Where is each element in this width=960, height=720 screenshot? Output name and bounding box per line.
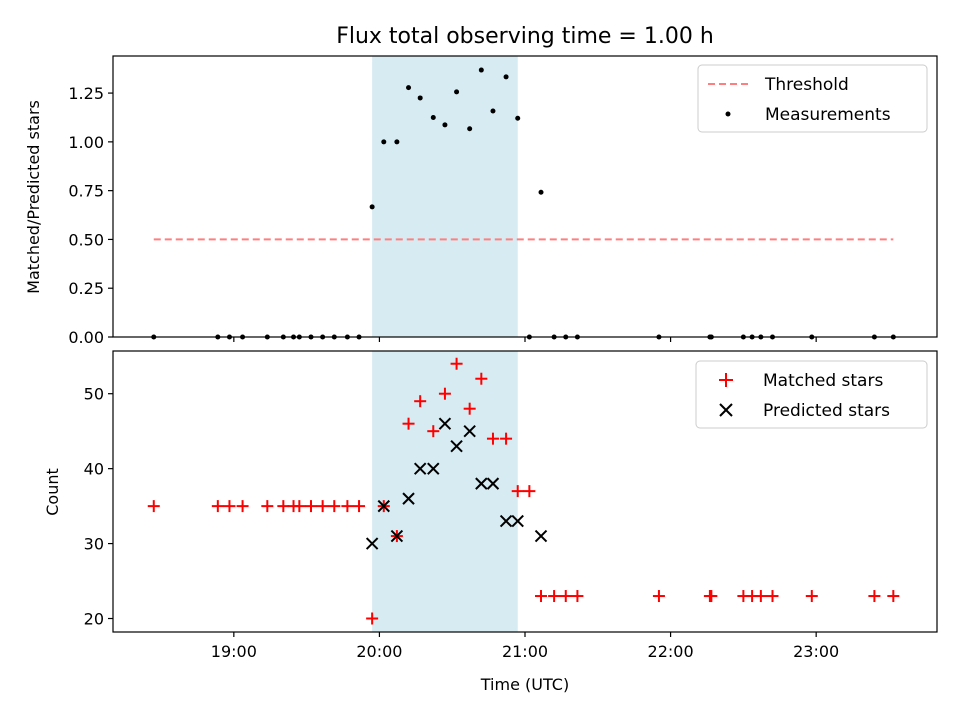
bottom-y-tick-label: 50 <box>84 385 104 404</box>
predicted-star-point <box>499 514 513 528</box>
matched-star-point <box>705 590 718 603</box>
measurement-point <box>490 108 496 114</box>
measurement-point <box>417 95 423 101</box>
measurement-point <box>430 114 436 120</box>
predicted-star-point <box>402 492 415 505</box>
bottom-y-axis-label: Count <box>43 468 62 516</box>
matched-star-point <box>402 417 415 430</box>
x-tick-label: 20:00 <box>356 642 402 661</box>
measurement-point <box>467 126 473 132</box>
x-tick-label: 21:00 <box>502 642 548 661</box>
top-y-tick-label: 1.00 <box>68 133 104 152</box>
matched-star-point <box>211 500 224 513</box>
top-y-axis-label: Matched/Predicted stars <box>24 100 43 294</box>
measurement-point <box>442 122 448 128</box>
matched-star-point <box>236 500 249 513</box>
bottom-legend-box <box>695 360 928 429</box>
matched-star-point <box>316 500 329 513</box>
legend-measurements-label: Measurements <box>765 105 891 125</box>
predicted-star-point <box>511 514 524 528</box>
matched-star-point <box>293 500 306 513</box>
chart-title: Flux total observing time = 1.00 h <box>336 24 714 49</box>
matched-star-point <box>463 402 476 415</box>
top-plot: 0.00 0.25 0.50 0.75 1.00 1.25 <box>68 55 938 347</box>
legend-predicted-swatch <box>719 403 733 417</box>
matched-star-point <box>341 500 354 513</box>
matched-star-point <box>353 500 366 513</box>
predicted-star-point <box>486 477 500 490</box>
measurement-point <box>538 189 544 195</box>
matched-star-point <box>805 590 818 603</box>
matched-star-point <box>754 590 767 603</box>
x-tick-label: 19:00 <box>211 642 257 661</box>
measurement-point <box>478 67 484 73</box>
measurement-point <box>454 89 460 95</box>
top-legend-box <box>697 64 928 133</box>
matched-star-point <box>223 500 236 513</box>
bottom-legend: Matched stars Predicted stars <box>695 360 928 429</box>
legend-threshold-label: Threshold <box>764 75 849 95</box>
top-y-tick-label: 0.50 <box>68 230 104 249</box>
bottom-y-tick-label: 40 <box>84 460 104 479</box>
matched-star-point <box>559 590 572 603</box>
top-observing-span <box>372 56 518 337</box>
top-y-tick-label: 0.25 <box>68 279 104 298</box>
matched-star-point <box>535 590 548 603</box>
matched-star-point <box>414 395 427 408</box>
x-axis-label: Time (UTC) <box>480 675 569 694</box>
matched-star-point <box>475 372 488 385</box>
predicted-star-point <box>475 477 488 490</box>
predicted-star-point <box>438 417 452 430</box>
bottom-plot: 20 30 40 50 19:00 20:00 21:00 22:00 23:00 <box>84 350 938 661</box>
x-tick-label: 22:00 <box>648 642 694 661</box>
predicted-star-point <box>427 462 440 475</box>
predicted-star-point <box>463 424 476 438</box>
measurement-point <box>406 85 412 91</box>
matched-star-point <box>450 357 463 370</box>
predicted-star-point <box>365 537 379 550</box>
matched-star-point <box>147 500 160 513</box>
top-y-tick-label: 0.75 <box>68 182 104 201</box>
matched-star-point <box>571 590 584 603</box>
bottom-y-tick-label: 20 <box>84 610 104 629</box>
x-tick-label: 23:00 <box>793 642 839 661</box>
predicted-star-point <box>534 529 548 543</box>
legend-measurements-swatch <box>725 111 731 117</box>
matched-star-point <box>887 590 900 603</box>
matched-star-point <box>511 485 524 498</box>
legend-predicted-label: Predicted stars <box>763 401 890 421</box>
matched-star-point <box>868 590 881 603</box>
measurement-point <box>515 115 521 121</box>
legend-matched-swatch <box>719 373 733 387</box>
predicted-star-point <box>377 499 390 513</box>
bottom-y-tick-label: 30 <box>84 535 104 554</box>
matched-star-point <box>366 612 379 625</box>
matched-star-point <box>427 425 440 438</box>
matched-star-point <box>261 500 274 513</box>
top-y-tick-label: 1.25 <box>68 84 104 103</box>
legend-matched-label: Matched stars <box>763 371 883 391</box>
matched-star-point <box>523 485 536 498</box>
matched-star-point <box>766 590 779 603</box>
matched-star-point <box>277 500 290 513</box>
matched-star-point <box>438 387 451 400</box>
measurement-point <box>394 139 400 145</box>
matched-star-point <box>304 500 317 513</box>
matched-star-point <box>652 590 665 603</box>
predicted-star-point <box>390 529 404 543</box>
measurement-point <box>369 204 375 210</box>
measurement-point <box>503 74 509 80</box>
matched-star-point <box>486 432 499 445</box>
measurement-point <box>381 139 387 145</box>
top-y-tick-label: 0.00 <box>68 328 104 347</box>
predicted-star-point <box>413 462 427 475</box>
matched-star-point <box>548 590 561 603</box>
predicted-star-point <box>450 439 463 453</box>
matched-star-point <box>328 500 341 513</box>
matched-star-point <box>500 432 513 445</box>
top-legend: Threshold Measurements <box>697 64 928 133</box>
